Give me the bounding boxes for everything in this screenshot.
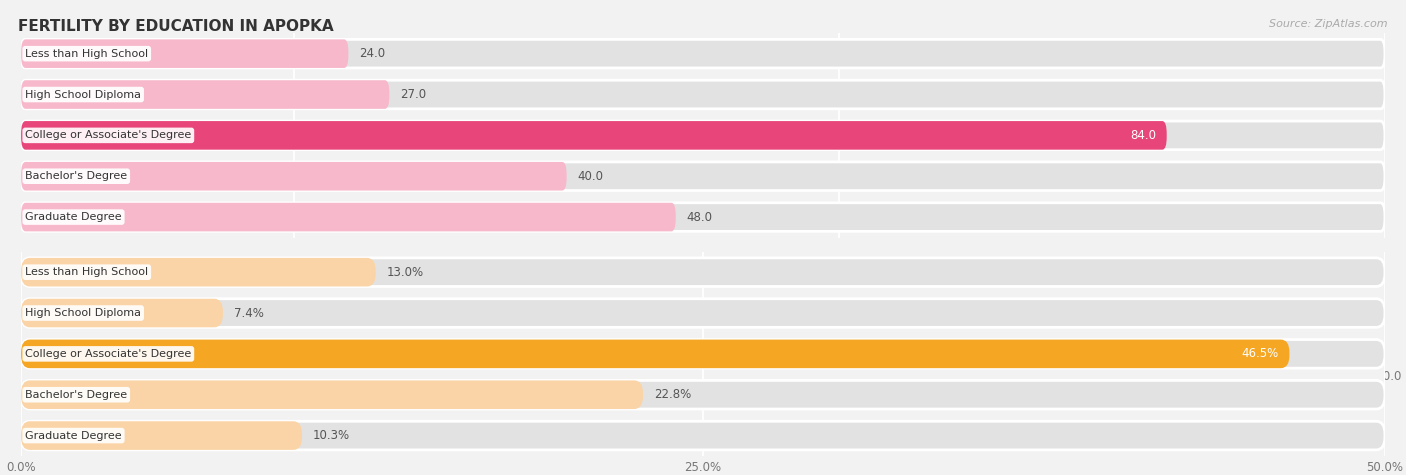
Text: FERTILITY BY EDUCATION IN APOPKA: FERTILITY BY EDUCATION IN APOPKA [18, 19, 333, 34]
FancyBboxPatch shape [21, 299, 224, 327]
Text: College or Associate's Degree: College or Associate's Degree [25, 349, 191, 359]
Text: 100.0: 100.0 [1368, 370, 1402, 383]
Text: 7.4%: 7.4% [233, 306, 264, 320]
FancyBboxPatch shape [21, 39, 1385, 68]
Text: 20.0: 20.0 [281, 370, 307, 383]
FancyBboxPatch shape [21, 162, 567, 190]
FancyBboxPatch shape [21, 421, 302, 450]
FancyBboxPatch shape [21, 203, 1385, 231]
FancyBboxPatch shape [21, 39, 349, 68]
Text: 40.0: 40.0 [578, 170, 603, 183]
Text: 10.3%: 10.3% [314, 429, 350, 442]
FancyBboxPatch shape [21, 80, 389, 109]
Text: High School Diploma: High School Diploma [25, 308, 141, 318]
Text: High School Diploma: High School Diploma [25, 89, 141, 100]
Text: 48.0: 48.0 [686, 210, 713, 224]
FancyBboxPatch shape [21, 121, 1167, 150]
FancyBboxPatch shape [21, 258, 375, 286]
FancyBboxPatch shape [21, 299, 1385, 327]
Text: 60.0: 60.0 [827, 370, 852, 383]
Text: Bachelor's Degree: Bachelor's Degree [25, 390, 128, 400]
Text: 24.0: 24.0 [360, 47, 385, 60]
FancyBboxPatch shape [21, 80, 1385, 109]
FancyBboxPatch shape [21, 340, 1385, 368]
Text: 46.5%: 46.5% [1241, 347, 1278, 361]
Text: 22.8%: 22.8% [654, 388, 692, 401]
Text: Less than High School: Less than High School [25, 267, 148, 277]
Text: 84.0: 84.0 [1130, 129, 1156, 142]
Text: Graduate Degree: Graduate Degree [25, 212, 122, 222]
Text: College or Associate's Degree: College or Associate's Degree [25, 130, 191, 141]
Text: Source: ZipAtlas.com: Source: ZipAtlas.com [1270, 19, 1388, 29]
FancyBboxPatch shape [21, 121, 1385, 150]
Text: Less than High School: Less than High School [25, 48, 148, 59]
FancyBboxPatch shape [21, 203, 676, 231]
Text: 27.0: 27.0 [401, 88, 426, 101]
FancyBboxPatch shape [21, 421, 1385, 450]
FancyBboxPatch shape [21, 380, 643, 409]
Text: 13.0%: 13.0% [387, 266, 423, 279]
FancyBboxPatch shape [21, 258, 1385, 286]
FancyBboxPatch shape [21, 340, 1289, 368]
FancyBboxPatch shape [21, 162, 1385, 190]
Text: Bachelor's Degree: Bachelor's Degree [25, 171, 128, 181]
FancyBboxPatch shape [21, 380, 1385, 409]
Text: Graduate Degree: Graduate Degree [25, 430, 122, 441]
